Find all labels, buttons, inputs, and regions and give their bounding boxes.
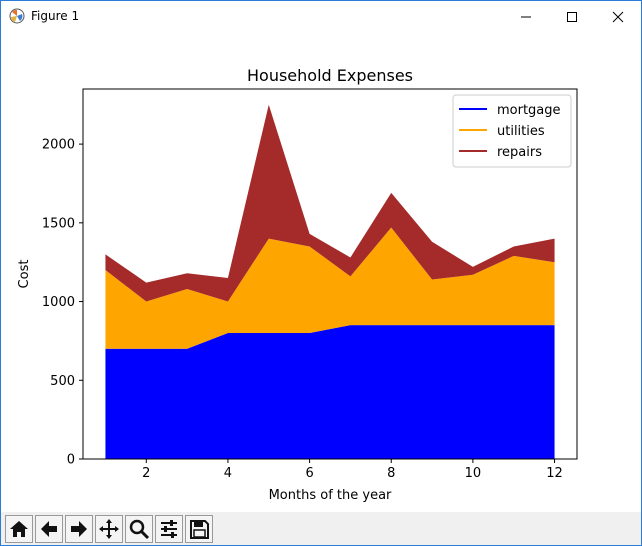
x-tick-label: 2: [142, 466, 150, 481]
x-tick-label: 10: [465, 466, 482, 481]
configure-subplots-icon: [161, 520, 177, 538]
forward-button[interactable]: [65, 515, 93, 543]
area-series-repairs: [105, 104, 555, 302]
close-button[interactable]: [595, 1, 641, 32]
maximize-icon: [567, 11, 577, 22]
area-series-utilities: [105, 227, 555, 349]
area-series-mortgage: [105, 325, 555, 459]
y-axis-label: Cost: [17, 260, 32, 289]
navigation-toolbar: [1, 512, 641, 545]
matplotlib-figure-icon: [9, 8, 25, 24]
legend-box: [452, 94, 572, 168]
window-title: Figure 1: [31, 9, 80, 23]
x-tick-label: 4: [224, 466, 232, 481]
legend-label: repairs: [497, 145, 542, 160]
y-tick-label: 0: [67, 453, 75, 468]
chart-title: Household Expenses: [247, 66, 413, 85]
home-button[interactable]: [5, 515, 33, 543]
zoom-icon: [129, 519, 150, 540]
x-tick-label: 6: [305, 466, 313, 481]
pan-icon: [99, 519, 119, 539]
legend-label: mortgage: [497, 103, 561, 118]
y-tick-label: 500: [50, 374, 75, 389]
forward-arrow-icon: [71, 521, 87, 537]
y-tick-label: 1500: [42, 216, 75, 231]
legend-label: utilities: [497, 124, 545, 139]
x-tick-label: 12: [546, 466, 563, 481]
pan-button[interactable]: [95, 515, 123, 543]
save-icon: [190, 520, 209, 539]
title-bar: Figure 1: [1, 1, 641, 32]
close-icon: [612, 11, 624, 22]
back-button[interactable]: [35, 515, 63, 543]
y-tick-label: 2000: [42, 138, 75, 153]
maximize-button[interactable]: [549, 1, 595, 32]
minimize-icon: [521, 16, 531, 17]
chart: 2 4 6 8 10 12 0 500 1000 1500 2000 Household Expens…: [17, 66, 578, 503]
save-button[interactable]: [185, 515, 213, 543]
back-arrow-icon: [41, 521, 57, 537]
plot-frame: [82, 88, 578, 460]
home-icon: [10, 521, 28, 537]
y-tick-label: 1000: [42, 295, 75, 310]
minimize-button[interactable]: [503, 1, 549, 32]
zoom-button[interactable]: [125, 515, 153, 543]
x-axis-label: Months of the year: [269, 488, 392, 503]
configure-subplots-button[interactable]: [155, 515, 183, 543]
x-tick-label: 8: [387, 466, 395, 481]
